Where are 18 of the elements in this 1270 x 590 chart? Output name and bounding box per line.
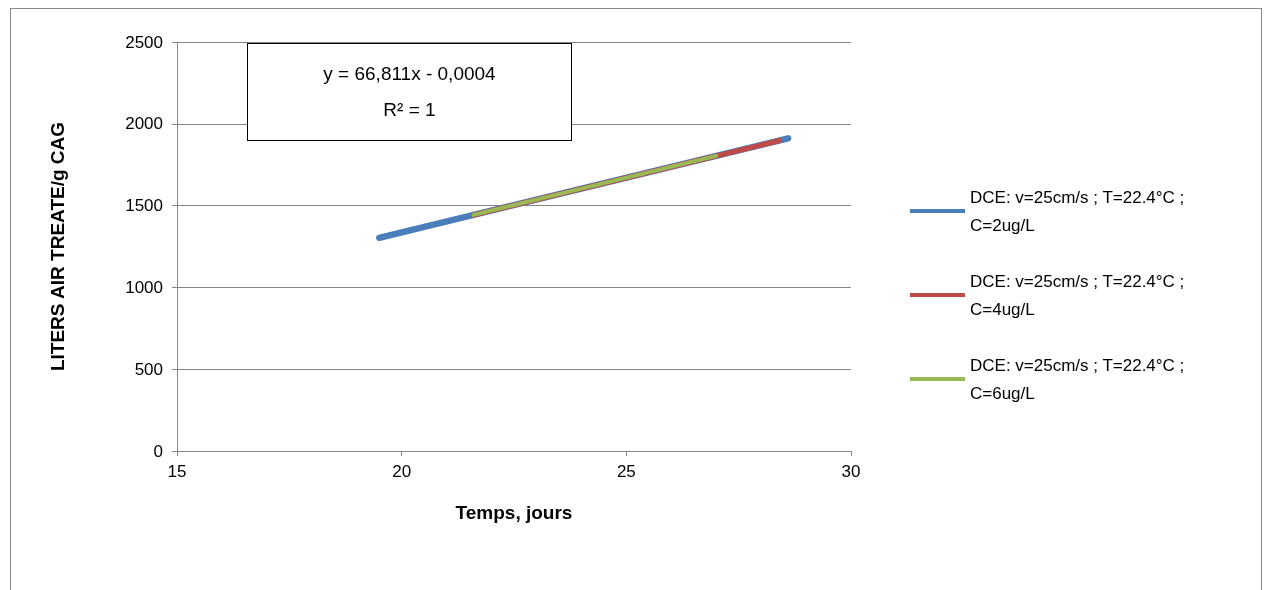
x-tick-label: 20 (392, 462, 412, 481)
annotation: R² = 1 (382, 99, 437, 121)
x-tick-label: 25 (616, 462, 636, 481)
x-tick-label: 30 (841, 462, 861, 481)
y-axis-title: LITERS AIR TREATE/g CAG (47, 121, 68, 372)
y-tick-label: 1500 (125, 196, 163, 216)
y-tick-label: 500 (134, 359, 163, 379)
equation-box: y = 66,811x - 0,0004 R² = 1 (247, 43, 572, 141)
y-tick-label: 0 (153, 441, 163, 461)
legend-label: DCE: v=25cm/s ; T=22.4°C ; C=2ug/L (970, 187, 1190, 235)
annotation: y = 66,811x - 0,0004 (322, 63, 497, 85)
legend-label: DCE: v=25cm/s ; T=22.4°C ; C=4ug/L (970, 271, 1190, 319)
x-axis-title: Temps, jours (455, 502, 573, 523)
y-tick-label: 2000 (125, 114, 163, 134)
y-tick-label: 2500 (125, 32, 163, 52)
y-tick-label: 1000 (125, 277, 163, 297)
legend-label: DCE: v=25cm/s ; T=22.4°C ; C=6ug/L (970, 355, 1190, 403)
x-tick-label: 15 (167, 462, 187, 481)
